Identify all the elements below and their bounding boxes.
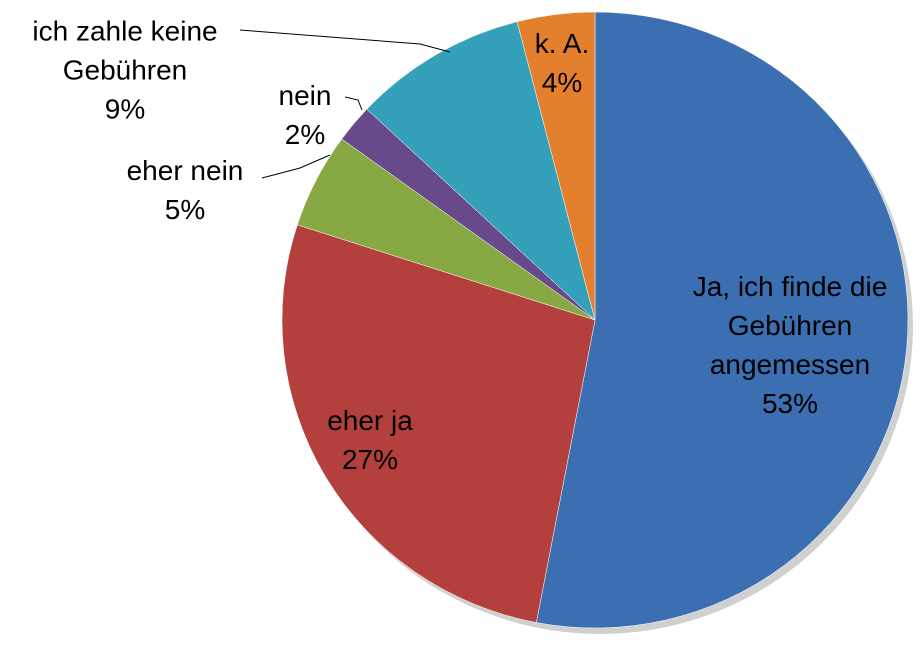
slice-label: eher ja 27%	[270, 401, 470, 479]
slice-label: Ja, ich finde die Gebühren angemessen 53%	[675, 267, 905, 423]
slice-label: ich zahle keine Gebühren 9%	[0, 12, 260, 129]
value-label: 2%	[284, 119, 326, 150]
value-label: 27%	[341, 444, 399, 475]
value-label: 9%	[104, 93, 146, 125]
pie-slice	[366, 21, 596, 321]
value-label: 53%	[761, 388, 819, 419]
slice-label: nein 2%	[245, 76, 365, 154]
category-label: nein	[278, 80, 332, 111]
category-label: ich zahle keine Gebühren	[32, 15, 218, 86]
category-label: eher nein	[126, 155, 244, 186]
slice-label: k. A. 4%	[512, 24, 612, 102]
pie-slice	[536, 11, 909, 629]
category-label: k. A.	[534, 28, 590, 59]
leader-line	[261, 154, 331, 179]
value-label: 4%	[541, 67, 583, 98]
category-label: Ja, ich finde die Gebühren angemessen	[692, 271, 888, 380]
category-label: eher ja	[327, 405, 413, 436]
value-label: 5%	[164, 194, 206, 225]
slice-label: eher nein 5%	[85, 151, 285, 229]
leader-line	[344, 96, 363, 111]
pie-slice	[281, 224, 596, 623]
leader-line	[239, 29, 451, 53]
pie-slice	[516, 11, 596, 321]
